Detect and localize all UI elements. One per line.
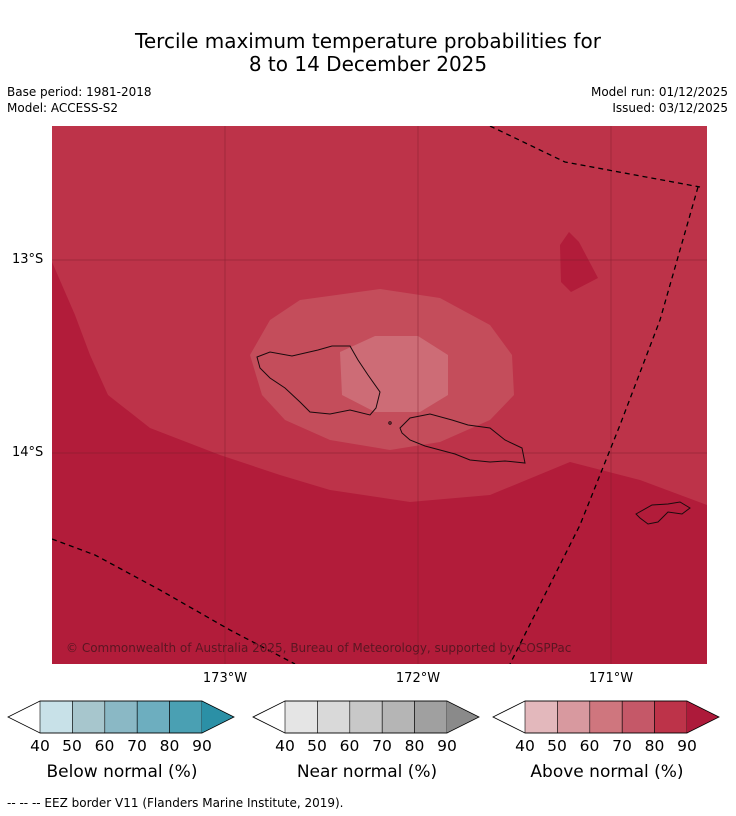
colorbar-outline xyxy=(7,700,235,734)
legend-near-normal: 40 50 60 70 80 90 xyxy=(251,700,483,755)
legend-title-near: Near normal (%) xyxy=(296,762,438,782)
lon-label-171w: 171°W xyxy=(588,671,634,686)
colorbar-extend-low xyxy=(493,701,525,733)
copyright-notice: © Commonwealth of Australia 2025, Bureau… xyxy=(66,641,572,655)
colorbar-segment xyxy=(169,700,203,734)
tick-label: 80 xyxy=(159,737,180,755)
tick-label: 50 xyxy=(62,737,82,755)
colorbar-extend-low xyxy=(8,701,40,733)
map-title-line1: Tercile maximum temperature probabilitie… xyxy=(135,29,601,53)
map-title-line2: 8 to 14 December 2025 xyxy=(248,52,488,76)
colorbar-segment xyxy=(136,700,170,734)
colorbar-segment xyxy=(381,700,415,734)
map-title: Tercile maximum temperature probabilitie… xyxy=(0,30,736,76)
savaii-island xyxy=(256,345,381,416)
colorbar-segment xyxy=(557,700,591,734)
colorbar-above xyxy=(492,700,720,734)
colorbar-segment xyxy=(621,700,655,734)
lat-label-13s: 13°S xyxy=(12,252,44,267)
coastlines xyxy=(256,345,691,525)
eez-footnote: -- -- -- EEZ border V11 (Flanders Marine… xyxy=(7,796,344,810)
region-above-90 xyxy=(52,262,707,664)
region-above-90-north xyxy=(560,232,598,292)
colorbar-segment xyxy=(589,700,623,734)
model-name: Model: ACCESS-S2 xyxy=(7,101,119,115)
legend-title-below: Below normal (%) xyxy=(46,762,198,782)
colorbar-extend-high xyxy=(202,701,234,733)
colorbar-ticks-below: 40 50 60 70 80 90 xyxy=(6,736,238,755)
probability-map xyxy=(52,126,707,664)
eez-border-south xyxy=(52,538,296,664)
lat-label-14s: 14°S xyxy=(12,445,44,460)
base-period: Base period: 1981-2018 xyxy=(7,85,152,99)
colorbar-segment xyxy=(414,700,448,734)
colorbar-segment xyxy=(39,700,73,734)
tick-label: 40 xyxy=(30,737,50,755)
colorbar-segment xyxy=(104,700,138,734)
colorbar-segment xyxy=(284,700,318,734)
eez-border-north xyxy=(489,126,701,188)
colorbar-extend-high xyxy=(447,701,479,733)
colorbar-ticks-above: 40 50 60 70 80 90 xyxy=(491,736,723,755)
colorbar-below xyxy=(7,700,235,734)
colorbar-near xyxy=(252,700,480,734)
upolu-island xyxy=(399,413,526,464)
tick-label: 90 xyxy=(192,737,212,755)
tick-label: 70 xyxy=(612,737,632,755)
colorbar-extend-high xyxy=(687,701,719,733)
lon-label-172w: 172°W xyxy=(395,671,441,686)
meta-right: Model run: 01/12/2025 Issued: 03/12/2025 xyxy=(591,84,728,116)
tick-label: 60 xyxy=(94,737,115,755)
colorbar-outline xyxy=(252,700,480,734)
colorbar-outline xyxy=(492,700,720,734)
model-run: Model run: 01/12/2025 xyxy=(590,85,728,99)
legend-above-normal: 40 50 60 70 80 90 xyxy=(491,700,723,755)
tick-label: 80 xyxy=(404,737,425,755)
tick-label: 90 xyxy=(677,737,697,755)
colorbar-segment xyxy=(654,700,688,734)
colorbar-extend-low xyxy=(253,701,285,733)
lon-label-173w: 173°W xyxy=(202,671,248,686)
tick-label: 60 xyxy=(339,737,360,755)
meta-left: Base period: 1981-2018 Model: ACCESS-S2 xyxy=(7,84,152,116)
tick-label: 70 xyxy=(372,737,392,755)
legend-below-normal: 40 50 60 70 80 90 xyxy=(6,700,238,755)
eez-border xyxy=(52,126,701,664)
tick-label: 80 xyxy=(644,737,665,755)
colorbar-segment xyxy=(349,700,383,734)
tick-label: 40 xyxy=(275,737,295,755)
issued-date: Issued: 03/12/2025 xyxy=(612,101,728,115)
graticule xyxy=(52,126,707,664)
tutuila-island xyxy=(635,501,691,525)
tick-label: 90 xyxy=(437,737,457,755)
small-islet xyxy=(388,421,392,425)
tick-label: 70 xyxy=(127,737,147,755)
colorbar-segment xyxy=(524,700,558,734)
tick-label: 50 xyxy=(547,737,567,755)
region-above-60 xyxy=(340,336,448,412)
tick-label: 40 xyxy=(515,737,535,755)
legend-title-above: Above normal (%) xyxy=(530,762,684,782)
tick-label: 60 xyxy=(579,737,600,755)
eez-border-east xyxy=(509,186,699,664)
tick-label: 50 xyxy=(307,737,327,755)
colorbar-segment xyxy=(72,700,106,734)
colorbar-ticks-near: 40 50 60 70 80 90 xyxy=(251,736,483,755)
colorbar-segment xyxy=(317,700,351,734)
